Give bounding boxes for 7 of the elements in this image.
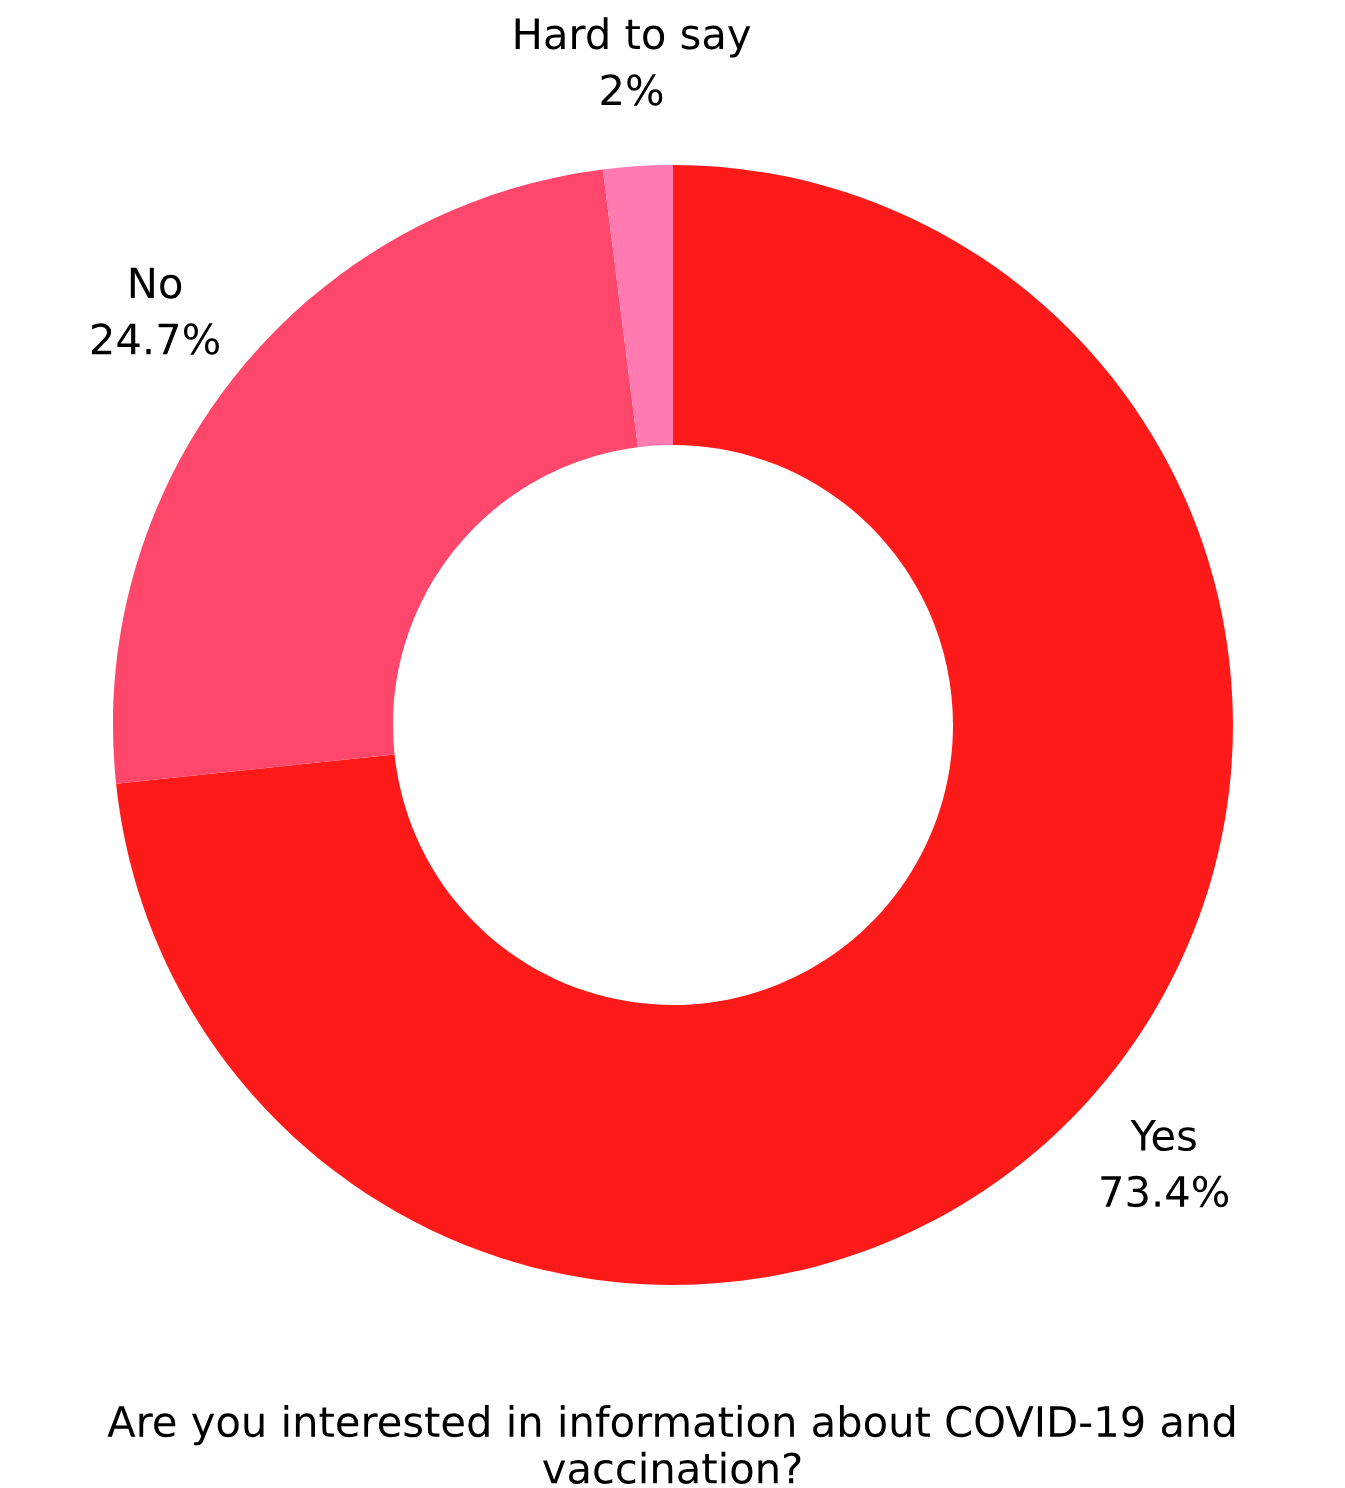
text: Are you interested in information about COVID-19 and vaccination? <box>107 1405 1235 1484</box>
data-label: 73.4% <box>1101 1175 1229 1208</box>
slice-label: No <box>130 267 182 299</box>
data-label: 2% <box>601 74 663 106</box>
slice-label: Yes <box>1130 1120 1196 1152</box>
data-label: 24.7% <box>91 323 219 355</box>
slice-label: Hard to say <box>515 17 751 58</box>
